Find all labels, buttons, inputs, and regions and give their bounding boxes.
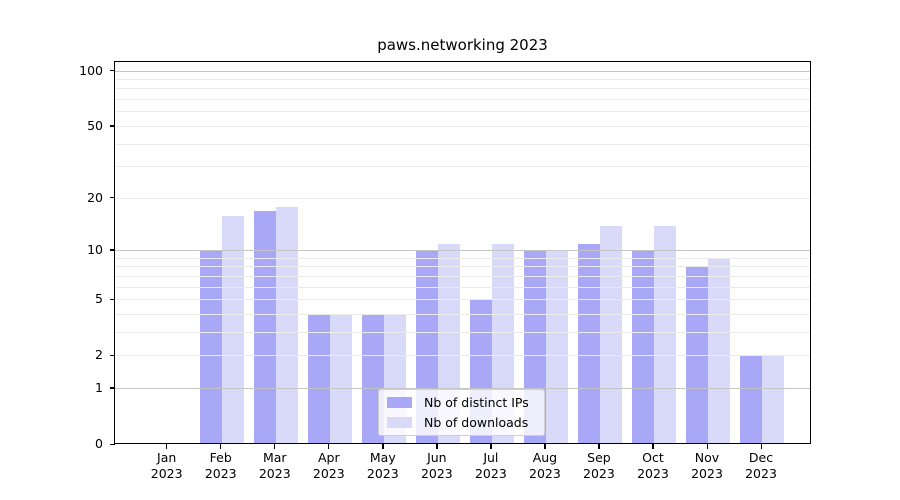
x-tick-label-jul: Jul 2023 [474,450,507,481]
chart-title: paws.networking 2023 [377,36,548,54]
y-tick-label-5: 5 [95,291,103,307]
gridline-100 [115,70,810,72]
x-tick-mark-nov [706,444,708,449]
gridline-8 [115,266,810,268]
gridline-6 [115,286,810,288]
legend: Nb of distinct IPs Nb of downloads [378,389,545,436]
y-tick-label-2: 2 [95,347,103,363]
gridline-90 [115,79,810,81]
x-tick-mark-aug [544,444,546,449]
y-tick-mark-20 [110,197,115,199]
y-tick-mark-0 [110,443,115,445]
gridline-10 [115,249,810,251]
gridline-80 [115,88,810,90]
gridline-60 [115,111,810,113]
x-tick-mark-oct [652,444,654,449]
x-tick-label-mar: Mar 2023 [258,450,291,481]
x-tick-mark-feb [220,444,222,449]
bar-distinct-ips-sep [577,243,600,443]
x-tick-label-dec: Dec 2023 [745,450,777,481]
y-tick-mark-10 [110,249,115,251]
x-tick-label-aug: Aug 2023 [529,450,561,481]
x-tick-mark-dec [760,444,762,449]
y-tick-mark-2 [110,354,115,356]
y-tick-label-50: 50 [87,117,103,133]
gridline-50 [115,125,810,127]
gridline-9 [115,257,810,259]
x-tick-label-apr: Apr 2023 [312,450,345,481]
x-tick-label-jan: Jan 2023 [150,450,183,481]
y-tick-mark-100 [110,70,115,72]
x-tick-label-may: May 2023 [366,450,399,481]
gridline-70 [115,99,810,101]
x-tick-label-nov: Nov 2023 [691,450,723,481]
legend-label-downloads: Nb of downloads [424,415,529,430]
y-tick-label-10: 10 [87,241,103,257]
x-tick-mark-sep [598,444,600,449]
grid-layer [115,62,810,443]
plot-area: Nb of distinct IPs Nb of downloads [114,61,811,444]
y-tick-label-20: 20 [87,189,103,205]
x-tick-label-jun: Jun 2023 [420,450,453,481]
gridline-30 [115,166,810,168]
legend-item-downloads: Nb of downloads [387,414,536,431]
y-tick-label-0: 0 [95,436,103,451]
legend-swatch-downloads-icon [387,417,412,428]
legend-label-distinct-ips: Nb of distinct IPs [424,395,529,410]
y-tick-mark-50 [110,125,115,127]
x-tick-label-feb: Feb 2023 [204,450,237,481]
gridline-3 [115,331,810,333]
gridline-5 [115,299,810,301]
x-tick-mark-jul [490,444,492,449]
y-tick-label-100: 100 [79,62,103,78]
bar-distinct-ips-feb [199,251,222,443]
gridline-2 [115,355,810,357]
y-tick-mark-1 [110,387,115,389]
gridline-20 [115,197,810,199]
y-tick-label-1: 1 [95,379,103,395]
bar-downloads-nov [708,258,730,443]
gridline-4 [115,313,810,315]
bar-downloads-feb [221,215,244,443]
x-tick-mark-jan [166,444,168,449]
bar-downloads-apr [329,314,352,443]
bar-downloads-mar [275,206,298,443]
bar-distinct-ips-dec [740,356,763,443]
bar-distinct-ips-apr [307,314,330,443]
bar-distinct-ips-mar [253,211,276,443]
gridline-7 [115,275,810,277]
x-tick-mark-jun [436,444,438,449]
legend-item-distinct-ips: Nb of distinct IPs [387,394,536,411]
bar-downloads-aug [545,251,568,443]
gridline-1 [115,387,810,389]
bar-distinct-ips-oct [631,251,654,443]
x-tick-label-sep: Sep 2023 [583,450,615,481]
x-tick-mark-may [382,444,384,449]
gridline-40 [115,143,810,145]
bar-downloads-dec [762,356,785,443]
x-tick-label-oct: Oct 2023 [637,450,669,481]
x-tick-mark-apr [328,444,330,449]
x-tick-mark-mar [274,444,276,449]
legend-swatch-distinct-ips-icon [387,397,412,408]
y-tick-mark-5 [110,298,115,300]
